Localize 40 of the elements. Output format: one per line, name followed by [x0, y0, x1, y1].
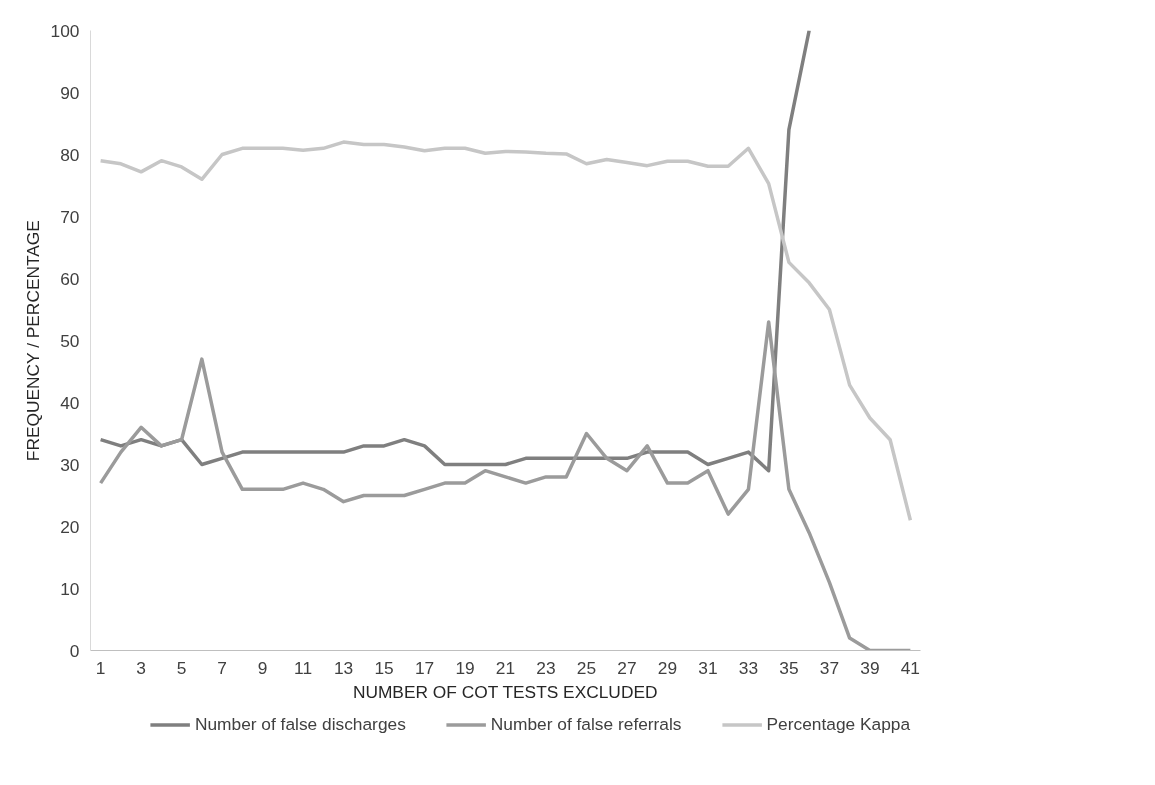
y-tick-label: 90	[60, 82, 80, 103]
x-tick-label: 27	[617, 657, 637, 678]
legend-label: Number of false referrals	[490, 713, 682, 735]
x-tick-label: 41	[900, 657, 921, 678]
line-series	[98, 140, 913, 523]
x-tick-label: 1	[95, 657, 106, 678]
y-tick-label: 100	[50, 20, 80, 41]
x-tick-label: 29	[657, 657, 678, 678]
x-tick-label: 7	[217, 657, 227, 678]
y-tick-label: 70	[60, 206, 80, 227]
y-tick-label: 80	[60, 144, 80, 165]
x-tick-label: 35	[779, 657, 799, 678]
y-tick-label: 0	[69, 640, 80, 661]
x-tick-label: 23	[536, 657, 556, 678]
y-tick-label: 50	[60, 330, 80, 351]
legend-label: Number of false discharges	[194, 713, 406, 735]
y-axis-title: FREQUENCY / PERCENTAGE	[22, 220, 43, 462]
x-tick-label: 9	[257, 657, 268, 678]
x-tick-label: 31	[698, 657, 718, 678]
x-tick-label: 37	[819, 657, 840, 678]
y-tick-label: 60	[60, 268, 80, 289]
y-tick-label: 10	[60, 578, 80, 599]
x-tick-label: 13	[333, 657, 354, 678]
x-tick-label: 5	[176, 657, 187, 678]
x-tick-label: 25	[576, 657, 597, 678]
x-tick-label: 33	[738, 657, 759, 678]
x-tick-label: 21	[495, 657, 516, 678]
y-tick-label: 30	[60, 454, 80, 475]
x-tick-label: 17	[414, 657, 435, 678]
x-tick-label: 39	[860, 657, 880, 678]
line-series	[98, 320, 913, 651]
legend-label: Percentage Kappa	[766, 713, 911, 735]
x-tick-label: 15	[374, 657, 394, 678]
x-axis-title: NUMBER OF COT TESTS EXCLUDED	[352, 681, 658, 702]
x-tick-label: 19	[455, 657, 475, 678]
x-tick-label: 11	[294, 657, 313, 678]
y-tick-label: 40	[60, 392, 80, 413]
x-tick-label: 3	[136, 657, 146, 678]
line-series	[98, 30, 811, 473]
y-tick-label: 20	[60, 516, 80, 537]
